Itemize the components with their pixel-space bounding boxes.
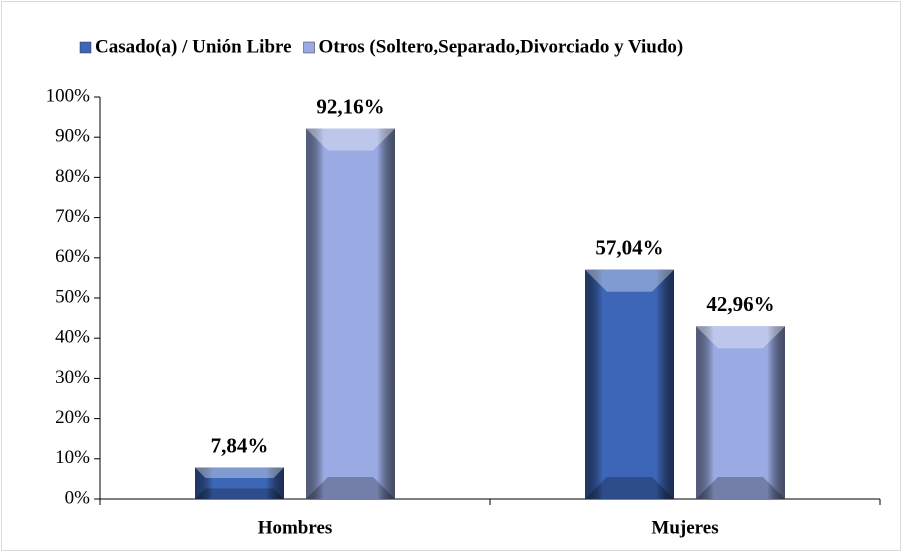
bar-bevel xyxy=(195,467,284,478)
y-tick-label: 60% xyxy=(55,246,90,267)
y-tick-label: 20% xyxy=(55,407,90,428)
bar-bevel xyxy=(585,269,674,292)
bar-shade xyxy=(585,269,674,499)
bar-bevel xyxy=(306,128,395,151)
y-tick-label: 90% xyxy=(55,126,90,147)
y-tick-label: 50% xyxy=(55,286,90,307)
bar-bevel xyxy=(306,477,395,499)
bar-shade xyxy=(195,467,284,499)
legend-label: Casado(a) / Unión Libre xyxy=(95,36,292,57)
value-label: 92,16% xyxy=(316,94,384,118)
bar-shade xyxy=(306,128,395,500)
y-tick-label: 100% xyxy=(46,85,91,106)
legend-marker xyxy=(303,41,315,54)
value-label: 42,96% xyxy=(706,292,774,316)
value-label: 7,84% xyxy=(211,433,269,457)
value-label: 57,04% xyxy=(595,236,663,260)
x-tick-label: Mujeres xyxy=(651,517,718,538)
legend-marker xyxy=(79,41,92,54)
y-tick-label: 40% xyxy=(55,327,90,348)
bar-bevel xyxy=(585,477,674,499)
y-tick-label: 10% xyxy=(55,447,90,468)
bar-shade xyxy=(696,326,785,499)
x-tick-label: Hombres xyxy=(258,517,333,538)
y-tick-label: 0% xyxy=(65,487,91,508)
y-tick-label: 70% xyxy=(55,206,90,227)
bar-bevel xyxy=(696,477,785,499)
bar-bevel xyxy=(696,326,785,349)
y-tick-label: 80% xyxy=(55,166,90,187)
bar-bevel xyxy=(195,488,284,499)
legend-label: Otros (Soltero,Separado,Divorciado y Viu… xyxy=(319,36,684,57)
y-tick-label: 30% xyxy=(55,367,90,388)
